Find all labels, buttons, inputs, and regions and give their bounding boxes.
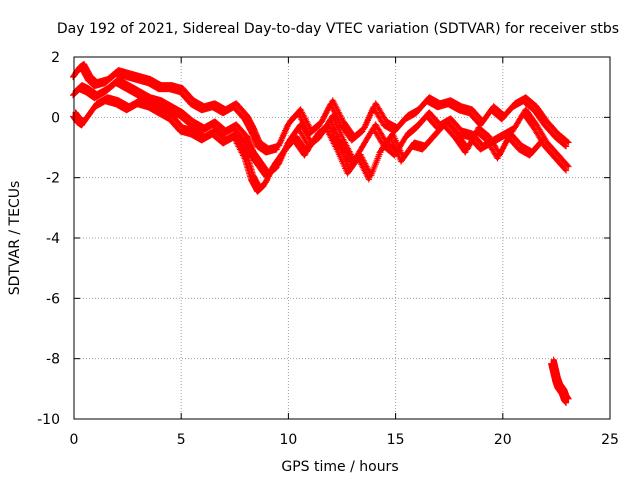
data-point — [266, 171, 273, 178]
data-point — [562, 142, 569, 149]
x-tick-label: 10 — [279, 432, 297, 448]
y-tick-label: -6 — [46, 291, 60, 307]
data-point — [563, 167, 570, 174]
data-point — [539, 136, 546, 143]
x-tick-label: 0 — [70, 432, 79, 448]
x-axis-label: GPS time / hours — [281, 459, 398, 475]
data-point — [264, 174, 271, 181]
data-point — [565, 395, 572, 402]
y-axis-label: SDTVAR / TECUs — [7, 181, 23, 296]
data-point — [564, 138, 571, 145]
y-tick-label: -8 — [46, 352, 60, 368]
data-point — [565, 163, 572, 170]
series-track-d — [548, 356, 572, 406]
data-point — [261, 181, 268, 188]
data-point — [563, 399, 570, 406]
y-tick-label: -2 — [46, 171, 60, 187]
data-point — [263, 177, 270, 184]
series-track-c — [70, 94, 546, 195]
data-point — [260, 182, 267, 189]
data-point — [267, 168, 274, 175]
x-tick-label: 20 — [494, 432, 512, 448]
data-point — [537, 140, 544, 147]
data-point — [266, 169, 273, 176]
y-tick-label: -4 — [46, 231, 60, 247]
data-point — [536, 141, 543, 148]
y-axis-ticks: 2 0 -2 -4 -6 -8 -10 — [37, 50, 610, 428]
data-point — [564, 162, 571, 169]
data-point — [563, 143, 570, 150]
data-point — [268, 167, 275, 174]
data-point — [265, 172, 272, 179]
x-tick-label: 25 — [601, 432, 619, 448]
chart-title: Day 192 of 2021, Sidereal Day-to-day VTE… — [57, 21, 619, 37]
data-point — [539, 137, 546, 144]
data-point — [262, 180, 269, 187]
data-point — [262, 178, 269, 185]
data-points — [70, 61, 572, 406]
data-point — [562, 166, 569, 173]
data-point — [565, 139, 572, 146]
plot-frame — [73, 56, 611, 420]
data-point — [265, 173, 272, 180]
x-tick-label: 15 — [387, 432, 405, 448]
series-track-a — [70, 61, 572, 156]
y-tick-label: 2 — [51, 50, 60, 66]
y-tick-label: 0 — [51, 110, 60, 126]
x-tick-label: 5 — [177, 432, 186, 448]
y-tick-label: -10 — [37, 412, 60, 428]
data-point — [263, 176, 270, 183]
